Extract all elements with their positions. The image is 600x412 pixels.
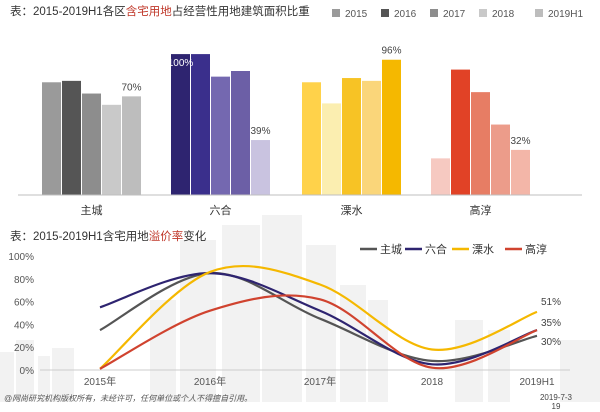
bar-主城-2019H1 bbox=[122, 96, 141, 195]
bar-data-label: 96% bbox=[381, 46, 401, 57]
bar-data-label: 39% bbox=[250, 126, 270, 137]
legend-swatch-2016 bbox=[381, 9, 389, 17]
x-label-2018: 2018 bbox=[421, 377, 444, 388]
bar-溧水-2016 bbox=[322, 103, 341, 195]
x-label-2016年: 2016年 bbox=[194, 375, 226, 388]
legend-label-六合: 六合 bbox=[425, 242, 447, 256]
copyright-note: @网尚研究机构版权所有，未经许可，任何单位或个人不得擅自引用。 bbox=[4, 394, 252, 403]
legend-label-2017: 2017 bbox=[443, 9, 466, 20]
y-tick-label: 80% bbox=[14, 275, 34, 286]
bar-主城-2017 bbox=[82, 93, 101, 195]
bar-高淳-2019H1 bbox=[511, 149, 530, 195]
bar-溧水-2019H1 bbox=[382, 59, 401, 196]
bar-溧水-2015 bbox=[302, 82, 321, 195]
bar-高淳-2017 bbox=[471, 92, 490, 195]
bar-六合-2019H1 bbox=[251, 140, 270, 195]
y-tick-label: 60% bbox=[14, 298, 34, 309]
legend-swatch-2018 bbox=[479, 9, 487, 17]
legend-swatch-2017 bbox=[430, 9, 438, 17]
line-legend: 主城 六合 溧水 高淳 bbox=[360, 242, 547, 256]
series-line-主城 bbox=[99, 271, 538, 363]
legend-swatch-2015 bbox=[332, 9, 340, 17]
footer-date: 2019-7-3 bbox=[540, 393, 573, 402]
bar-高淳-2018 bbox=[491, 124, 510, 195]
category-label-六合: 六合 bbox=[210, 203, 232, 217]
category-label-高淳: 高淳 bbox=[470, 203, 492, 217]
line-end-labels: 51% 35% 30% bbox=[541, 297, 561, 348]
line-plot bbox=[99, 264, 538, 370]
y-tick-label: 0% bbox=[20, 366, 35, 377]
end-label: 30% bbox=[541, 337, 561, 348]
bar-六合-2017 bbox=[211, 76, 230, 195]
bar-legend: 2015 2016 2017 2018 2019H1 bbox=[332, 9, 583, 20]
legend-label-2015: 2015 bbox=[345, 9, 368, 20]
bar-溧水-2018 bbox=[362, 80, 381, 195]
y-tick-label: 100% bbox=[8, 252, 34, 263]
end-label: 35% bbox=[541, 318, 561, 329]
end-label: 51% bbox=[541, 297, 561, 308]
bar-六合-2015 bbox=[171, 54, 190, 195]
bar-data-label: 70% bbox=[121, 82, 141, 93]
page-number: 19 bbox=[552, 402, 561, 411]
series-line-高淳 bbox=[99, 294, 538, 370]
line-chart-title: 表：2015-2019H1含宅用地溢价率变化 bbox=[10, 229, 207, 243]
bar-data-label: 32% bbox=[510, 136, 530, 147]
series-line-溧水 bbox=[99, 264, 538, 370]
legend-label-溧水: 溧水 bbox=[472, 242, 494, 256]
bar-category-labels: 主城 六合 溧水 高淳 bbox=[81, 203, 492, 217]
legend-label-主城: 主城 bbox=[380, 243, 402, 256]
y-tick-label: 20% bbox=[14, 343, 34, 354]
legend-swatch-2019H1 bbox=[535, 9, 543, 17]
legend-label-2016: 2016 bbox=[394, 9, 417, 20]
bar-主城-2015 bbox=[42, 82, 61, 195]
bar-主城-2018 bbox=[102, 104, 121, 195]
legend-label-2019H1: 2019H1 bbox=[548, 9, 583, 20]
bar-六合-2016 bbox=[191, 54, 210, 195]
bar-data-label: 100% bbox=[168, 58, 194, 69]
series-line-六合 bbox=[99, 271, 538, 366]
bar-六合-2018 bbox=[231, 71, 250, 195]
bar-高淳-2015 bbox=[431, 158, 450, 195]
bar-主城-2016 bbox=[62, 80, 81, 195]
category-label-溧水: 溧水 bbox=[341, 203, 363, 217]
legend-label-高淳: 高淳 bbox=[525, 242, 547, 256]
bar-plot: 70% 100% 39% 96% 32% bbox=[42, 46, 531, 196]
x-label-2019H1: 2019H1 bbox=[519, 377, 554, 388]
x-label-2017年: 2017年 bbox=[304, 375, 336, 388]
line-y-axis: 0% 20% 40% 60% 80% 100% bbox=[8, 252, 570, 377]
legend-label-2018: 2018 bbox=[492, 9, 515, 20]
bar-高淳-2016 bbox=[451, 69, 470, 195]
category-label-主城: 主城 bbox=[81, 204, 103, 217]
bar-溧水-2017 bbox=[342, 78, 361, 195]
bar-chart-title: 表：2015-2019H1各区含宅用地占经营性用地建筑面积比重 bbox=[10, 4, 310, 18]
line-x-labels: 2015年 2016年 2017年 2018 2019H1 bbox=[84, 375, 555, 388]
y-tick-label: 40% bbox=[14, 320, 34, 331]
x-label-2015年: 2015年 bbox=[84, 375, 116, 388]
